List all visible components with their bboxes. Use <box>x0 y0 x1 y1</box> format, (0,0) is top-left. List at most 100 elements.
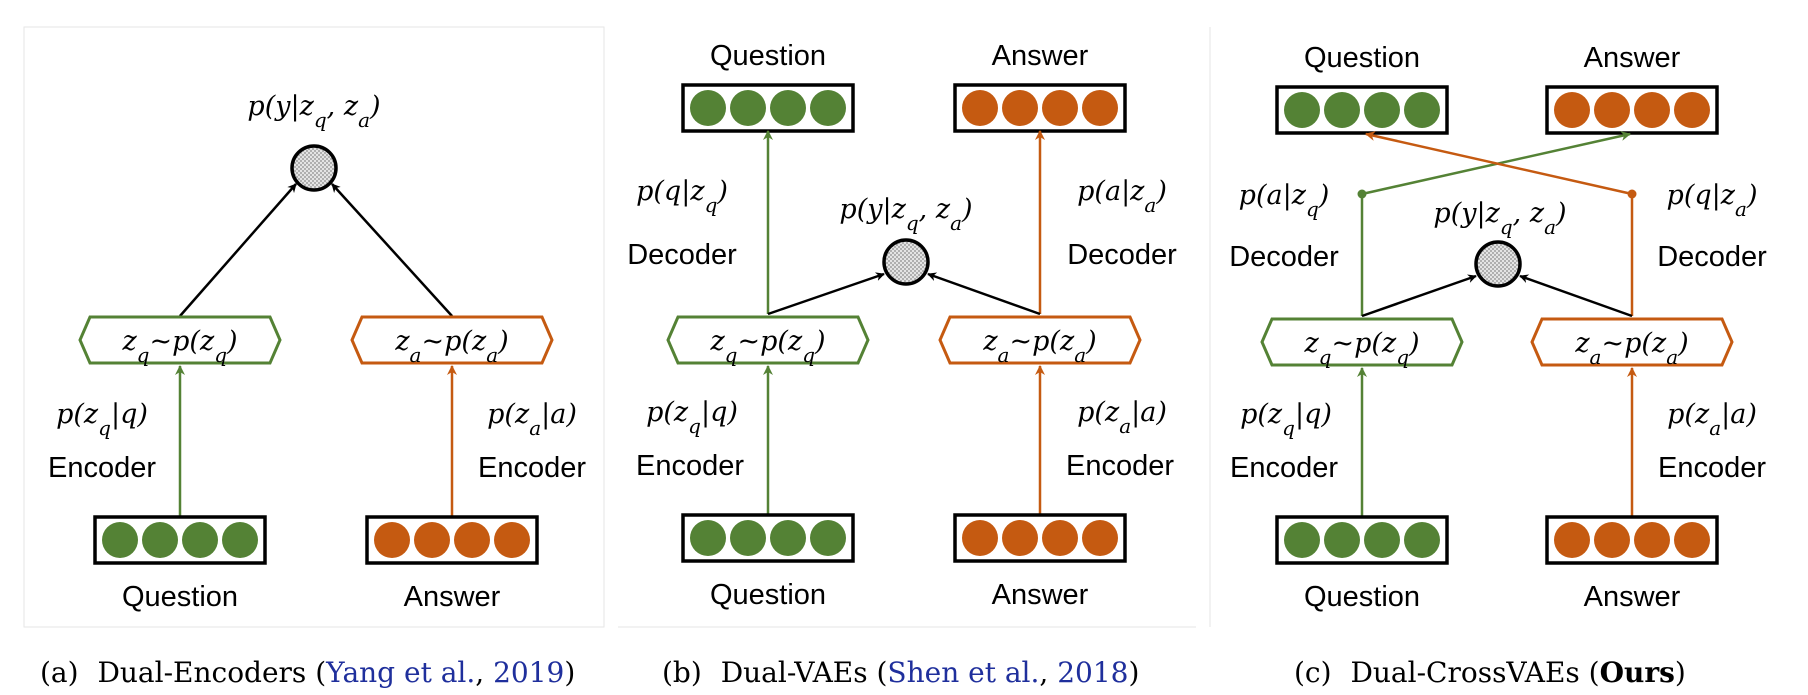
enc-q-formula-c: p(zq|q) <box>1240 399 1332 440</box>
token-dot <box>1594 92 1630 128</box>
edge-latent-a-score-b <box>927 272 1041 316</box>
token-dot <box>182 522 218 558</box>
score-node-b <box>882 238 930 286</box>
score-node-c <box>1474 240 1522 288</box>
citation-link-a[interactable]: Yang et al. <box>325 656 475 689</box>
citation-link-b[interactable]: Shen et al. <box>887 656 1039 689</box>
caption-c: (c) Dual-CrossVAEs (Ours) <box>1294 656 1686 689</box>
decoder-label-a-c: Decoder <box>1657 241 1767 273</box>
token-dot <box>1404 92 1440 128</box>
token-dot <box>1324 92 1360 128</box>
enc-q-formula-b: p(zq|q) <box>646 397 738 438</box>
token-dot <box>222 522 258 558</box>
latent-q-b <box>666 315 870 365</box>
latent-q-a <box>78 315 282 365</box>
token-dot <box>102 522 138 558</box>
encoder-label-q-a: Encoder <box>48 452 156 484</box>
latent-a-b-label: za~p(za) <box>982 326 1096 367</box>
question-top-tokens-c <box>1275 85 1449 135</box>
answer-top-label-b: Answer <box>992 40 1089 72</box>
token-dot <box>1082 90 1118 126</box>
edge-latent-q-score-c <box>1361 274 1477 318</box>
token-dot <box>1404 522 1440 558</box>
question-label-c: Question <box>1304 581 1420 613</box>
enc-a-formula-a: p(za|a) <box>487 399 577 440</box>
token-dot <box>1674 92 1710 128</box>
caption-b: (b) Dual-VAEs (Shen et al., 2018) <box>662 656 1139 689</box>
token-dot <box>690 520 726 556</box>
token-dot <box>454 522 490 558</box>
latent-q-c <box>1260 317 1464 367</box>
token-dot <box>494 522 530 558</box>
caption-a: (a) Dual-Encoders (Yang et al., 2019) <box>40 656 575 689</box>
token-dot <box>142 522 178 558</box>
answer-top-tokens-b <box>953 83 1127 133</box>
answer-tokens-c <box>1545 515 1719 565</box>
token-dot <box>1554 92 1590 128</box>
token-dot <box>810 520 846 556</box>
token-dot <box>962 90 998 126</box>
question-tokens-a <box>93 515 267 565</box>
token-dot <box>690 90 726 126</box>
latent-q-b-label: zq~p(zq) <box>709 326 825 367</box>
token-dot <box>374 522 410 558</box>
token-dot <box>1554 522 1590 558</box>
latent-a-c-label: za~p(za) <box>1574 328 1688 369</box>
dec-q-formula-c: p(a|zq) <box>1239 180 1330 221</box>
token-dot <box>1364 522 1400 558</box>
question-label-a: Question <box>122 581 238 613</box>
latent-q-a-label: zq~p(zq) <box>121 326 237 367</box>
score-label-c: p(y|zq, za) <box>1433 198 1566 239</box>
score-node-a <box>290 144 338 192</box>
token-dot <box>810 90 846 126</box>
encoder-label-a-b: Encoder <box>1066 450 1174 482</box>
token-dot <box>730 90 766 126</box>
score-label-a: p(y|zq, za) <box>247 91 380 132</box>
question-tokens-b <box>681 513 855 563</box>
score-label-b: p(y|zq, za) <box>839 194 972 235</box>
edge-latent-q-score-a <box>179 183 297 317</box>
token-dot <box>770 520 806 556</box>
panel-a-frame <box>23 26 605 628</box>
encoder-label-a-c: Encoder <box>1658 452 1766 484</box>
token-dot <box>1042 90 1078 126</box>
latent-a-b <box>938 315 1142 365</box>
edge-latent-a-score-a <box>331 183 453 317</box>
decoder-label-q-b: Decoder <box>627 239 737 271</box>
token-dot <box>1284 522 1320 558</box>
latent-a-a <box>350 315 554 365</box>
latent-a-c <box>1530 317 1734 367</box>
question-tokens-c <box>1275 515 1449 565</box>
token-dot <box>414 522 450 558</box>
dec-a-formula-c: p(q|za) <box>1667 180 1758 221</box>
answer-top-label-c: Answer <box>1584 42 1681 74</box>
answer-tokens-a <box>365 515 539 565</box>
dec-a-formula-b: p(a|za) <box>1077 176 1167 217</box>
token-dot <box>1674 522 1710 558</box>
answer-tokens-b <box>953 513 1127 563</box>
token-dot <box>1284 92 1320 128</box>
question-top-label-b: Question <box>710 40 826 72</box>
token-dot <box>1042 520 1078 556</box>
dec-q-formula-b: p(q|zq) <box>636 176 728 217</box>
token-dot <box>1324 522 1360 558</box>
token-dot <box>1634 92 1670 128</box>
encoder-label-q-b: Encoder <box>636 450 744 482</box>
token-dot <box>1364 92 1400 128</box>
token-dot <box>1002 520 1038 556</box>
token-dot <box>1634 522 1670 558</box>
encoder-label-a-a: Encoder <box>478 452 586 484</box>
enc-q-formula-a: p(zq|q) <box>56 399 148 440</box>
edge-latent-a-score-c <box>1519 274 1633 318</box>
question-label-b: Question <box>710 579 826 611</box>
answer-top-tokens-c <box>1545 85 1719 135</box>
latent-q-c-label: zq~p(zq) <box>1303 328 1419 369</box>
question-top-tokens-b <box>681 83 855 133</box>
token-dot <box>730 520 766 556</box>
latent-a-a-label: za~p(za) <box>394 326 508 367</box>
edge-cross-a-to-question-c <box>1365 131 1633 196</box>
enc-a-formula-b: p(za|a) <box>1077 397 1167 438</box>
token-dot <box>962 520 998 556</box>
token-dot <box>1002 90 1038 126</box>
